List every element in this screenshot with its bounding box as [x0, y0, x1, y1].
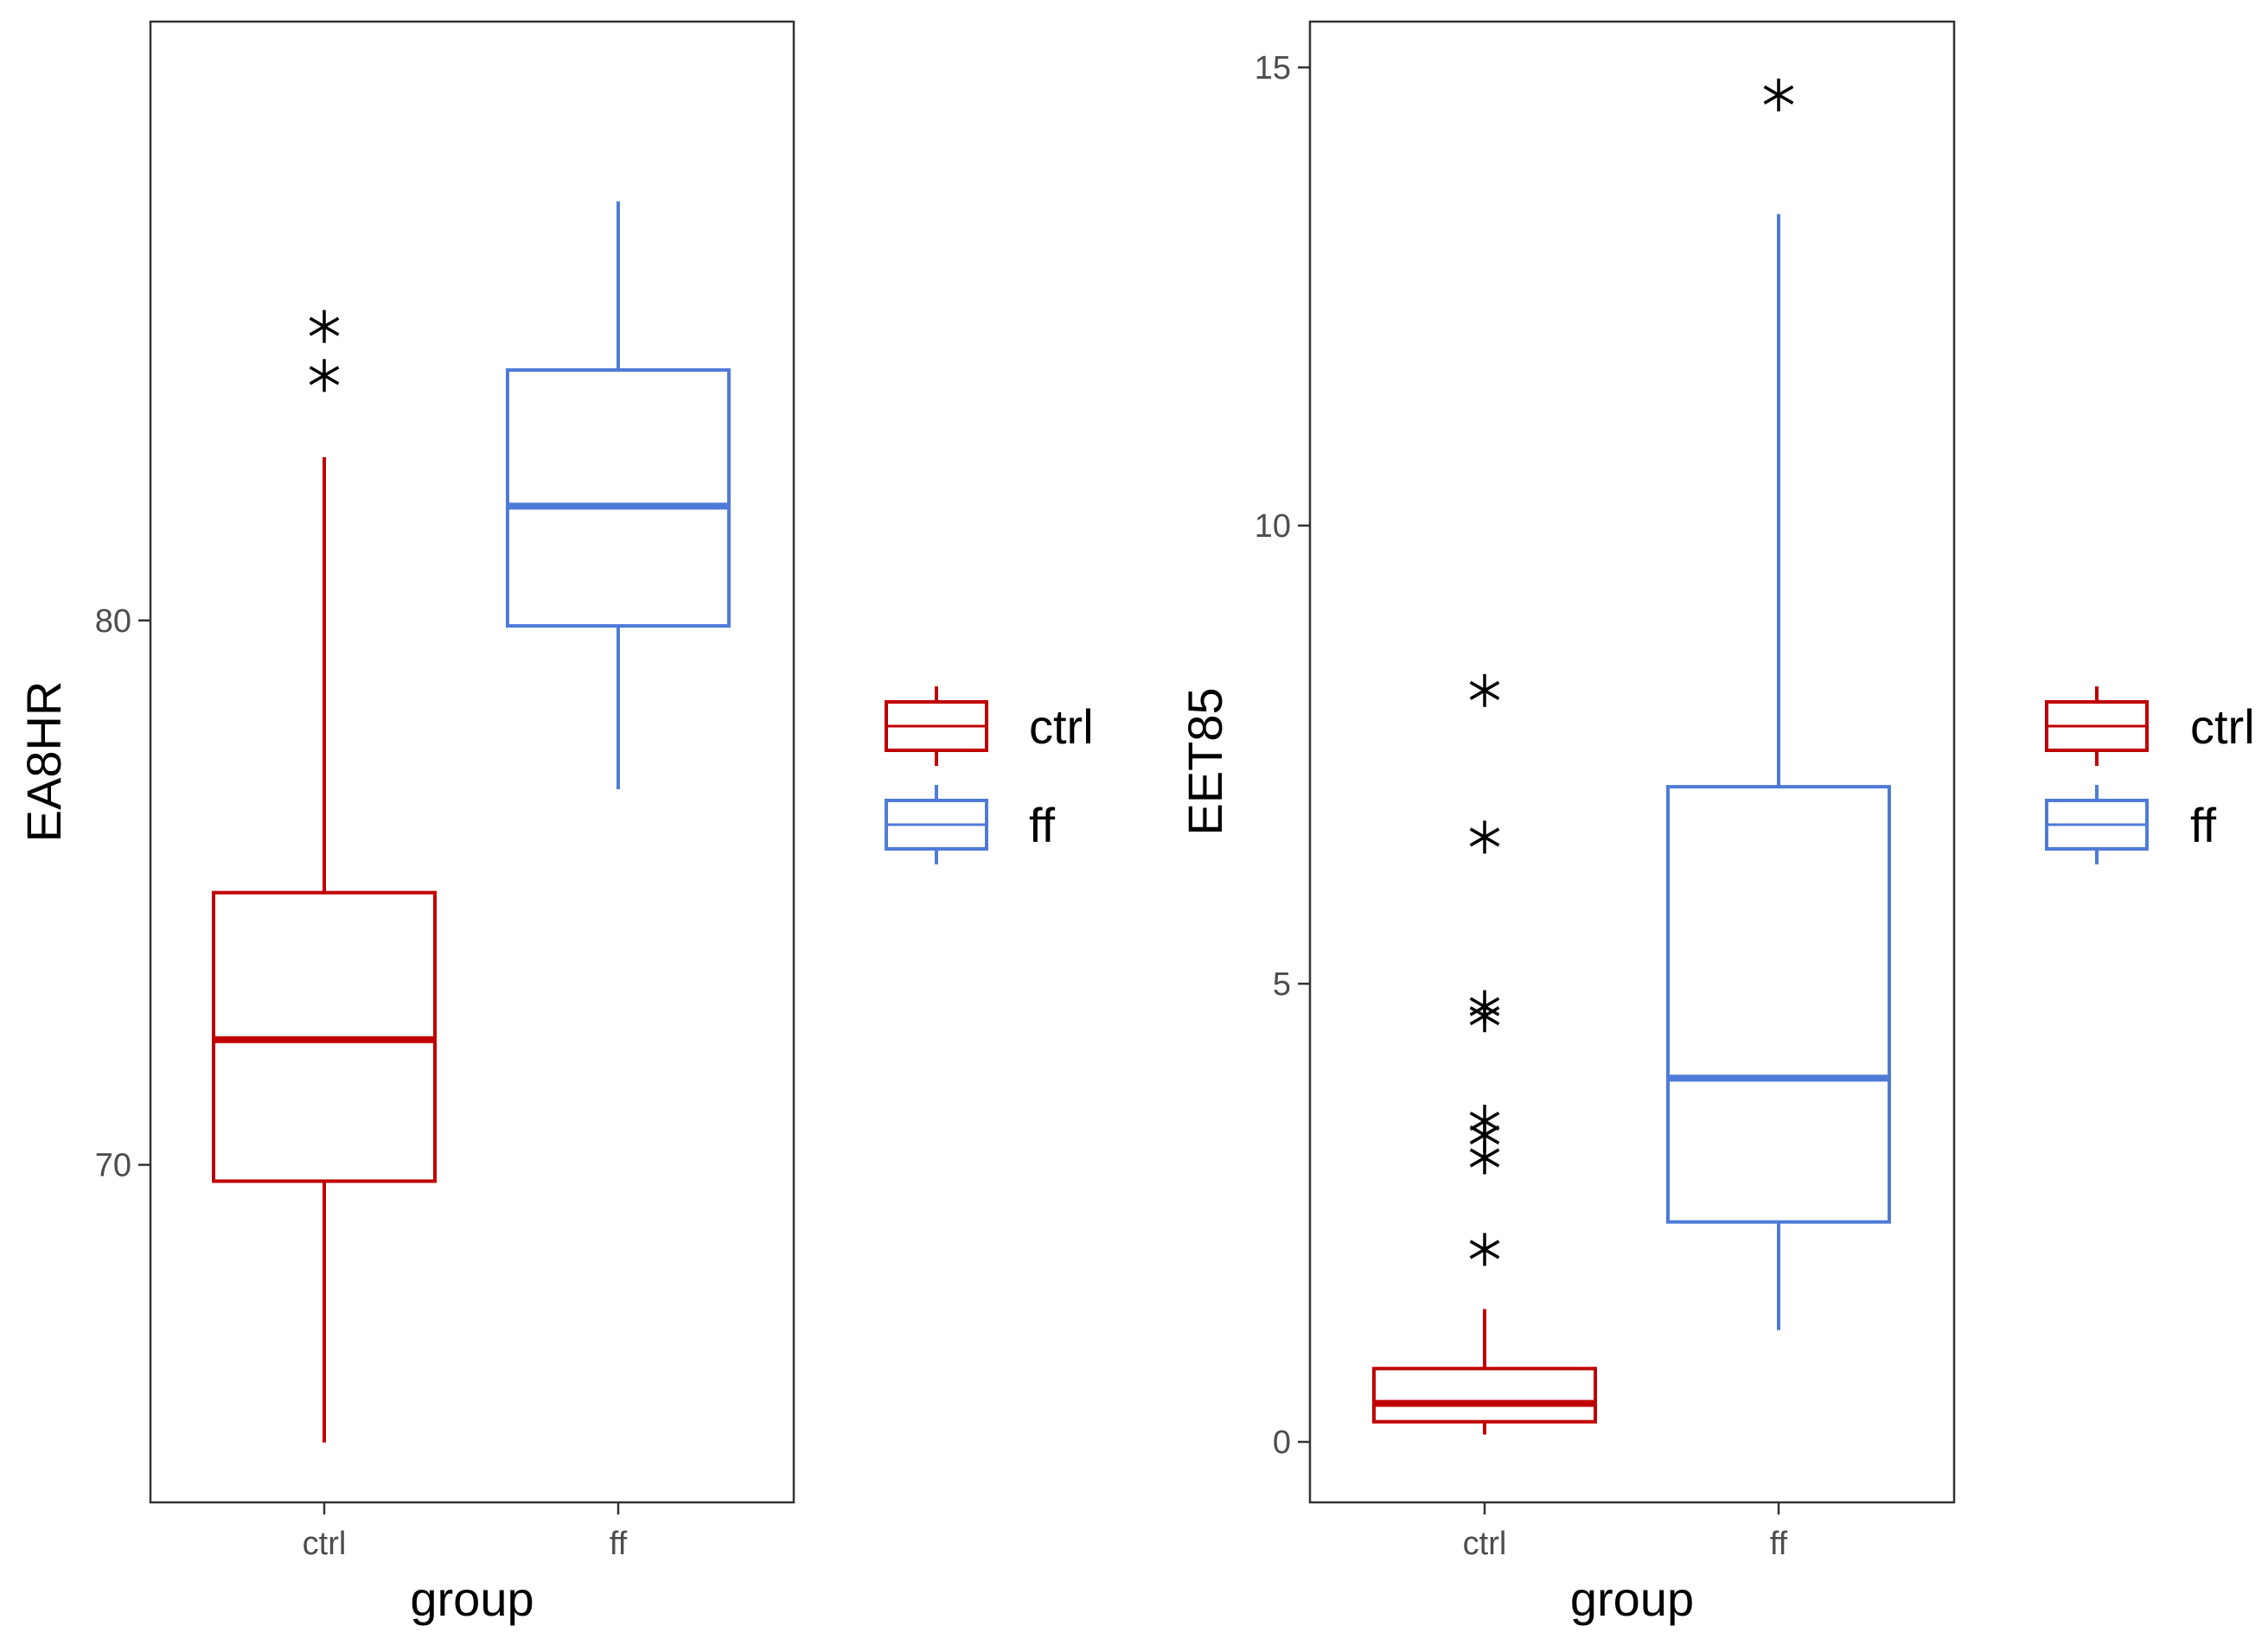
legend-label-ff: ff: [1029, 798, 1056, 852]
legend-label-ff: ff: [2190, 798, 2217, 852]
x-axis-title: group: [410, 1572, 533, 1626]
panel-border: [149, 20, 795, 1504]
iqr-box: [1372, 1367, 1597, 1424]
panel-border: [1308, 20, 1956, 1504]
box-ctrl: [212, 309, 437, 1443]
x-axis-title: group: [1570, 1572, 1694, 1626]
box-ff: [506, 201, 731, 789]
box-ctrl: [1372, 673, 1597, 1435]
legend: ctrl ff: [2045, 686, 2255, 864]
outlier-point: [309, 309, 340, 343]
x-tick-label: ff: [610, 1526, 628, 1562]
x-tick-label: ctrl: [1463, 1526, 1507, 1562]
legend-key-ff: [2045, 785, 2149, 864]
outlier-point: [1469, 673, 1500, 707]
chart-panel-2: 0 5 10 15 ctrl ff group EET85 ctrl ff: [1178, 20, 2255, 1626]
y-tick-label: 15: [1255, 50, 1291, 86]
outlier-point: [309, 359, 340, 392]
legend-label-ctrl: ctrl: [1029, 699, 1094, 754]
iqr-box: [1666, 785, 1891, 1224]
y-tick-label: 70: [95, 1148, 131, 1184]
y-tick-label: 5: [1273, 966, 1291, 1003]
outlier-point: [1763, 78, 1794, 112]
chart-panel-1: 70 80 ctrl ff group EA8HR ctrl ff: [16, 20, 1094, 1626]
legend-label-ctrl: ctrl: [2190, 699, 2255, 754]
legend: ctrl ff: [885, 686, 1094, 864]
outlier-point: [1469, 820, 1500, 854]
outlier-point: [1469, 990, 1500, 1023]
x-tick-label: ctrl: [303, 1526, 347, 1562]
outlier-point: [1469, 1105, 1500, 1138]
y-axis-title: EA8HR: [16, 681, 71, 843]
x-tick-label: ff: [1770, 1526, 1788, 1562]
outlier-point: [1469, 1233, 1500, 1266]
legend-key-ctrl: [2045, 686, 2149, 766]
y-tick-label: 80: [95, 603, 131, 640]
box-ff: [1666, 78, 1891, 1330]
y-tick-label: 10: [1255, 508, 1291, 545]
y-axis-title: EET85: [1178, 687, 1232, 835]
legend-key-ff: [885, 785, 988, 864]
iqr-box: [506, 368, 731, 628]
y-tick-label: 0: [1273, 1425, 1291, 1461]
legend-key-ctrl: [885, 686, 988, 766]
